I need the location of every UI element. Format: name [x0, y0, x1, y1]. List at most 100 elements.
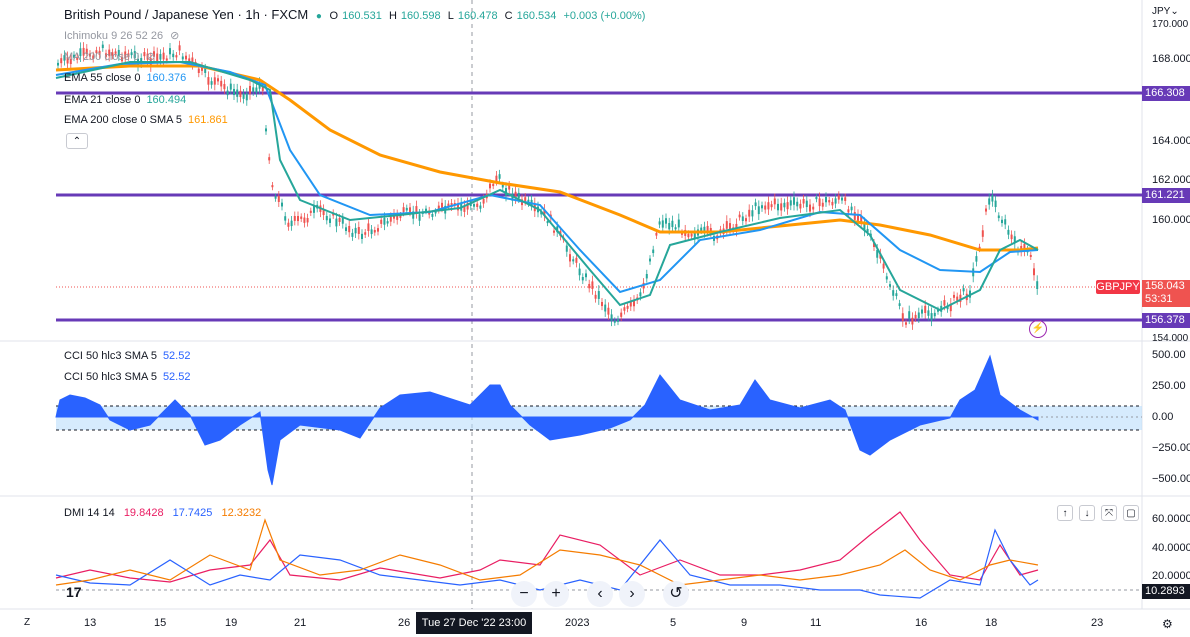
candle-body	[981, 230, 984, 237]
legend-ema200[interactable]: EMA 200 close 0 SMA 5 161.861	[64, 114, 228, 126]
time-label: 21	[294, 617, 307, 629]
candle-body	[412, 211, 415, 219]
candle-body	[527, 199, 530, 204]
candle-body	[866, 228, 869, 233]
candle-body	[754, 202, 757, 207]
candle-body	[66, 56, 69, 64]
candle-body	[441, 202, 443, 208]
candle-body	[82, 47, 85, 56]
candle-body	[914, 314, 917, 319]
candle-body	[524, 197, 527, 202]
ohlc-readout: O 160.531 H 160.598 L 160.478 C 160.534 +0.0…	[329, 10, 646, 22]
eye-off-icon[interactable]: ⊘	[170, 30, 180, 42]
candle-body	[1029, 254, 1032, 257]
candle-body	[482, 198, 485, 204]
legend-ema55[interactable]: EMA 55 close 0 160.376	[64, 72, 187, 84]
candle-body	[543, 209, 546, 216]
candle-body	[498, 174, 501, 179]
candle-body	[649, 258, 651, 262]
currency-selector[interactable]: JPY⌄	[1152, 6, 1179, 17]
candle-body	[172, 53, 175, 58]
legend-ma200[interactable]: MA 200 close 0 ⊘	[64, 51, 156, 63]
symbol-title[interactable]: British Pound / Japanese Yen · 1h · FXCM…	[64, 7, 653, 22]
candle-body	[565, 245, 568, 252]
lightning-icon[interactable]: ⚡	[1029, 320, 1047, 338]
candle-body	[322, 209, 325, 216]
price-axis-label: 154.000	[1152, 333, 1189, 344]
candle-body	[825, 197, 827, 203]
level-tag-2[interactable]: 161.221	[1142, 188, 1190, 203]
candle-body	[473, 204, 475, 207]
candle-body	[124, 51, 127, 59]
candle-body	[988, 198, 991, 205]
candle-body	[690, 233, 693, 237]
candle-body	[370, 229, 373, 235]
reset-icon[interactable]: ↺	[663, 581, 689, 607]
candle-body	[479, 205, 482, 209]
dmi-adx-line	[55, 518, 1039, 586]
candle-body	[725, 221, 728, 229]
candle-body	[105, 53, 107, 57]
legend-ichimoku[interactable]: Ichimoku 9 26 52 26 ⊘	[64, 30, 180, 42]
candle-body	[956, 296, 959, 301]
candle-body	[812, 206, 815, 210]
candle-body	[706, 225, 709, 232]
cci-axis-label: −500.00	[1152, 473, 1190, 485]
candle-body	[418, 214, 421, 221]
candle-body	[293, 215, 296, 221]
candle-body	[898, 303, 901, 306]
candle-body	[274, 196, 277, 199]
settings-icon[interactable]: ⚙	[1162, 617, 1173, 631]
zoom-out-icon[interactable]: −	[511, 581, 537, 607]
candle-body	[457, 203, 459, 211]
level-tag-3[interactable]: 156.378	[1142, 313, 1190, 328]
candle-body	[303, 217, 306, 223]
scroll-right-icon[interactable]: ›	[619, 581, 645, 607]
zoom-in-icon[interactable]: +	[543, 581, 569, 607]
move-up-icon[interactable]: ↑	[1057, 505, 1073, 521]
collapse-icon[interactable]: ⌃	[66, 133, 88, 149]
candle-body	[764, 205, 767, 210]
candle-body	[242, 93, 245, 99]
legend-cci-2[interactable]: CCI 50 hlc3 SMA 5 52.52	[64, 371, 191, 383]
candle-body	[505, 188, 507, 196]
candle-body	[770, 204, 773, 208]
legend-cci-1[interactable]: CCI 50 hlc3 SMA 5 52.52	[64, 350, 191, 362]
dmi-last-tag: 10.2893	[1142, 584, 1190, 599]
candle-body	[402, 207, 405, 212]
candle-body	[703, 226, 706, 233]
cci-axis-label: 250.00	[1152, 380, 1186, 392]
candle-body	[181, 56, 184, 60]
candle-body	[847, 209, 850, 213]
candle-body	[306, 217, 309, 223]
collapse-pane-icon[interactable]: ⤧	[1101, 505, 1117, 521]
candle-body	[188, 58, 191, 63]
cci-area	[55, 354, 1039, 486]
candle-body	[79, 48, 82, 57]
candle-body	[357, 227, 360, 234]
scroll-left-icon[interactable]: ‹	[587, 581, 613, 607]
candle-body	[249, 85, 251, 94]
candle-body	[633, 300, 635, 307]
candle-body	[501, 184, 504, 188]
candle-body	[165, 58, 168, 61]
candle-body	[169, 48, 171, 55]
move-down-icon[interactable]: ↓	[1079, 505, 1095, 521]
level-tag-1[interactable]: 166.308	[1142, 86, 1190, 101]
legend-ema21[interactable]: EMA 21 close 0 160.494	[64, 94, 187, 106]
candle-body	[569, 254, 571, 262]
maximize-pane-icon[interactable]: ▢	[1123, 505, 1139, 521]
candle-body	[793, 197, 795, 205]
candle-body	[671, 220, 674, 228]
legend-dmi[interactable]: DMI 14 14 19.8428 17.7425 12.3232	[64, 507, 262, 519]
candle-body	[489, 183, 491, 189]
candle-body	[588, 283, 591, 289]
candle-body	[239, 90, 242, 98]
eye-off-icon[interactable]: ⊘	[146, 51, 156, 63]
candle-body	[652, 249, 655, 254]
timezone-icon[interactable]: Z	[24, 617, 31, 628]
dmi-plus-line	[55, 511, 1039, 583]
symbol-name[interactable]: British Pound / Japanese Yen · 1h · FXCM	[64, 7, 309, 22]
candle-body	[796, 201, 799, 207]
